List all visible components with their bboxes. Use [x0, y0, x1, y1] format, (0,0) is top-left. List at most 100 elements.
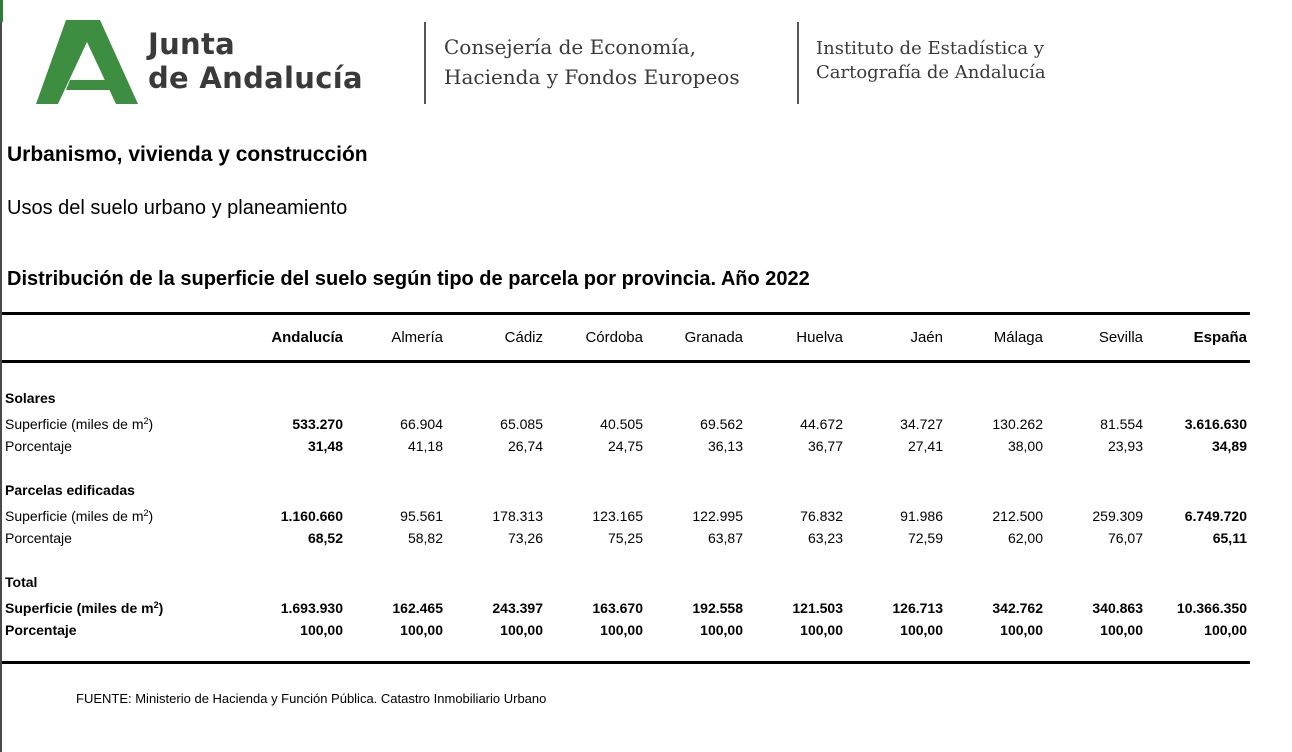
table-cell: 36,13 — [707, 438, 743, 454]
group-title-total: Total — [5, 574, 38, 590]
junta-andalucia-logo-icon — [36, 20, 138, 104]
group-title-parcelas: Parcelas edificadas — [5, 482, 135, 498]
table-cell: 38,00 — [1007, 438, 1043, 454]
column-header: Granada — [684, 329, 743, 346]
table-cell: 26,74 — [507, 438, 543, 454]
brand-name: Junta de Andalucía — [148, 27, 363, 95]
table-cell: 342.762 — [992, 600, 1043, 616]
table-cell: 41,18 — [407, 438, 443, 454]
table-cell: 66.904 — [400, 416, 443, 432]
table-cell: 100,00 — [600, 622, 643, 638]
table-cell: 100,00 — [1000, 622, 1043, 638]
table-cell: 23,93 — [1107, 438, 1143, 454]
table-cell: 100,00 — [400, 622, 443, 638]
table-cell: 100,00 — [500, 622, 543, 638]
row-label-porcentaje: Porcentaje — [5, 438, 72, 454]
table-cell: 58,82 — [407, 530, 443, 546]
table-cell: 81.554 — [1100, 416, 1143, 432]
consejeria-line-1: Consejería de Economía, — [444, 35, 697, 59]
table-cell: 44.672 — [800, 416, 843, 432]
instituto-line-2: Cartografía de Andalucía — [816, 62, 1046, 83]
table-cell: 100,00 — [1204, 622, 1247, 638]
table-cell: 76.832 — [800, 508, 843, 524]
brand-line-1: Junta — [148, 27, 236, 61]
column-header: Jaén — [910, 329, 943, 346]
table-cell: 178.313 — [492, 508, 543, 524]
subsection-title: Usos del suelo urbano y planeamiento — [7, 197, 348, 219]
table-cell: 533.270 — [292, 416, 343, 432]
left-border-accent — [0, 0, 3, 22]
column-header: Andalucía — [271, 329, 343, 346]
column-header: Almería — [391, 329, 443, 346]
column-header: Huelva — [796, 329, 843, 346]
table-cell: 73,26 — [507, 530, 543, 546]
table-cell: 100,00 — [800, 622, 843, 638]
table-cell: 122.995 — [692, 508, 743, 524]
instituto-name: Instituto de Estadística y Cartografía d… — [816, 37, 1046, 85]
row-label-porcentaje: Porcentaje — [5, 622, 77, 638]
table-cell: 100,00 — [900, 622, 943, 638]
table-cell: 130.262 — [992, 416, 1043, 432]
table-cell: 123.165 — [592, 508, 643, 524]
row-label-porcentaje: Porcentaje — [5, 530, 72, 546]
table-cell: 340.863 — [1092, 600, 1143, 616]
table-cell: 1.693.930 — [280, 600, 343, 616]
table-cell: 91.986 — [900, 508, 943, 524]
table-header-rule — [2, 360, 1250, 363]
consejeria-name: Consejería de Economía, Hacienda y Fondo… — [444, 32, 740, 92]
table-cell: 36,77 — [807, 438, 843, 454]
header-divider — [424, 22, 426, 104]
table-cell: 100,00 — [300, 622, 343, 638]
table-bottom-rule — [2, 661, 1250, 664]
source-note: FUENTE: Ministerio de Hacienda y Función… — [76, 691, 547, 706]
table-cell: 40.505 — [600, 416, 643, 432]
table-cell: 75,25 — [607, 530, 643, 546]
table-cell: 34.727 — [900, 416, 943, 432]
table-cell: 65.085 — [500, 416, 543, 432]
table-cell: 6.749.720 — [1184, 508, 1247, 524]
table-top-rule — [2, 312, 1250, 315]
table-cell: 162.465 — [392, 600, 443, 616]
header-divider — [797, 22, 799, 104]
row-label-superficie: Superficie (miles de m2) — [5, 508, 154, 524]
table-cell: 3.616.630 — [1184, 416, 1247, 432]
row-label-superficie: Superficie (miles de m2) — [5, 600, 164, 616]
group-title-solares: Solares — [5, 390, 56, 406]
table-cell: 212.500 — [992, 508, 1043, 524]
table-cell: 31,48 — [307, 438, 343, 454]
table-cell: 10.366.350 — [1176, 600, 1247, 616]
table-cell: 24,75 — [607, 438, 643, 454]
section-title: Urbanismo, vivienda y construcción — [7, 143, 368, 166]
table-cell: 163.670 — [592, 600, 643, 616]
table-cell: 100,00 — [1100, 622, 1143, 638]
table-cell: 192.558 — [692, 600, 743, 616]
table-cell: 65,11 — [1212, 530, 1247, 546]
table-cell: 95.561 — [400, 508, 443, 524]
table-title: Distribución de la superficie del suelo … — [7, 268, 810, 290]
table-cell: 76,07 — [1107, 530, 1143, 546]
table-cell: 72,59 — [907, 530, 943, 546]
column-header: España — [1193, 329, 1247, 346]
table-cell: 121.503 — [792, 600, 843, 616]
column-header: Málaga — [993, 329, 1043, 346]
row-label-superficie: Superficie (miles de m2) — [5, 416, 154, 432]
brand-line-2: de Andalucía — [148, 61, 363, 95]
consejeria-line-2: Hacienda y Fondos Europeos — [444, 65, 740, 89]
table-cell: 69.562 — [700, 416, 743, 432]
instituto-line-1: Instituto de Estadística y — [816, 38, 1044, 59]
table-cell: 68,52 — [307, 530, 343, 546]
left-border — [0, 0, 2, 752]
table-cell: 63,87 — [707, 530, 743, 546]
table-cell: 259.309 — [1092, 508, 1143, 524]
table-cell: 100,00 — [700, 622, 743, 638]
column-header: Córdoba — [585, 329, 643, 346]
table-cell: 1.160.660 — [280, 508, 343, 524]
column-header: Cádiz — [504, 329, 543, 346]
table-cell: 126.713 — [892, 600, 943, 616]
table-cell: 62,00 — [1007, 530, 1043, 546]
column-header: Sevilla — [1098, 329, 1143, 346]
table-cell: 34,89 — [1211, 438, 1247, 454]
table-cell: 243.397 — [492, 600, 543, 616]
table-cell: 27,41 — [907, 438, 943, 454]
table-cell: 63,23 — [807, 530, 843, 546]
